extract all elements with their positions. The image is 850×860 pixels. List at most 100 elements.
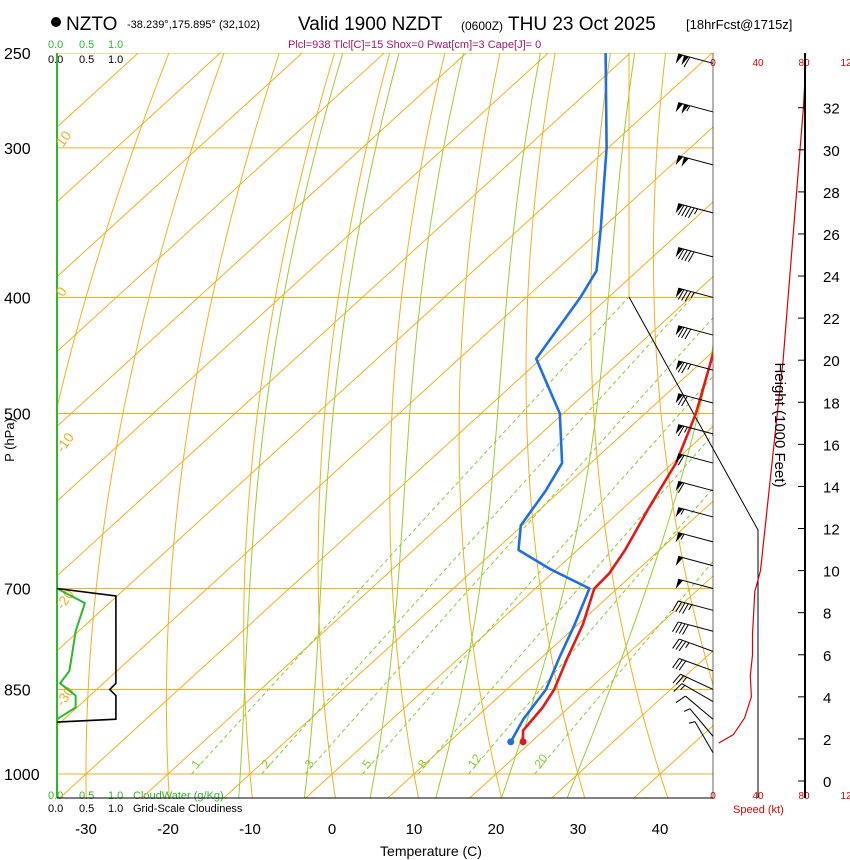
wind-barb-flag (675, 675, 684, 685)
dry-adiabat-line (317, 53, 391, 798)
cloudiness-tick: 0.5 (79, 803, 94, 815)
mixing-ratio-line (468, 487, 713, 775)
wind-barbs (672, 53, 807, 754)
wind-barb-pennant (681, 157, 689, 167)
cloud-axis-top: 0.0 0.5 1.0 0.0 0.5 1.0 (48, 39, 123, 66)
wind-barb-flag (681, 205, 688, 217)
wind-barb-half-flag (690, 292, 695, 299)
wind-barb-shaft (678, 555, 714, 567)
wind-barb-flag (677, 482, 685, 494)
wind-barb-flag (684, 328, 692, 340)
isotherm-line (57, 53, 221, 203)
wind-barb (672, 658, 714, 672)
wind-barb (675, 480, 714, 494)
wind-barb (675, 578, 714, 589)
wind-barb (675, 247, 714, 262)
wind-barb-pennant (681, 55, 689, 66)
temperature-tick-label: -20 (157, 821, 179, 838)
cloudiness-tick: 1.0 (108, 803, 123, 815)
plot-frame (56, 53, 759, 799)
wind-barb-shaft (678, 578, 714, 589)
wind-barb-shaft (678, 247, 714, 258)
sounding-params: Plcl=938 Tlcl[C]=15 Shox=0 Pwat[cm]=3 Ca… (288, 39, 541, 51)
wind-barb-half-flag (680, 684, 686, 691)
wind-barb-shaft (694, 721, 714, 754)
mixing-ratio-line (304, 317, 713, 775)
moist-adiabat-line (238, 53, 344, 798)
thermo-grid (57, 53, 713, 798)
pressure-tick-label: 500 (4, 407, 31, 424)
wind-barb-shaft (678, 600, 714, 611)
wind-barb-pennant (675, 393, 684, 404)
wind-barb-flag (681, 363, 688, 374)
wind-barb-half-flag (684, 708, 691, 712)
wind-barb-half-flag (694, 208, 698, 215)
wind-barb-pennant (675, 53, 684, 64)
isotherm-line (386, 500, 713, 798)
height-tick-label: 12 (823, 522, 840, 539)
wind-barb-shaft (681, 683, 714, 703)
wind-barb-pennant (675, 453, 684, 464)
isotherm-line (222, 350, 713, 798)
wind-barb (675, 155, 714, 167)
wind-barb-flag (681, 395, 688, 407)
cloudiness-tick: 0.0 (48, 54, 63, 66)
isotherm-line (632, 724, 713, 798)
height-tick-label: 2 (823, 732, 831, 749)
isotherm-line (57, 53, 549, 502)
wind-barb-flag (684, 250, 692, 262)
wind-barb-shaft (678, 532, 714, 543)
temperature-tick-label: 20 (488, 821, 505, 838)
wind-barb (675, 695, 714, 720)
grid-labels: 010-10-20-300102030123581220 (52, 127, 550, 770)
pressure-tick-label: 1000 (4, 767, 40, 784)
wind-barb-shaft (689, 708, 714, 737)
wind-barb-flag (677, 394, 685, 406)
wind-barb-pennant (675, 247, 684, 258)
temperature-tick-label: 0 (328, 821, 336, 838)
speed-tick: 12 (840, 791, 850, 802)
temperature-tick-label: 40 (652, 821, 669, 838)
wind-barb-half-flag (685, 642, 690, 649)
wind-barb (673, 683, 714, 703)
mixing-ratio-line (261, 297, 693, 775)
wind-barb-pennant (675, 481, 684, 492)
moist-adiabat-line (303, 53, 400, 798)
wind-barb-shaft (678, 480, 714, 492)
wind-barb-flag (675, 601, 683, 613)
wind-barb-half-flag (680, 508, 685, 515)
wind-barb-flag (678, 660, 687, 671)
speed-axis-bottom: 0 40 80 12 Speed (kt) (710, 791, 850, 816)
cloudiness-line (56, 587, 117, 723)
wind-barb-flag (677, 455, 685, 466)
isotherm-line (57, 53, 303, 278)
height-tick-label: 30 (823, 143, 840, 160)
moist-adiabat-line (369, 53, 465, 798)
moist-adiabat-line (500, 53, 636, 798)
wind-barb-shaft (685, 695, 714, 720)
dry-adiabat-line (653, 53, 713, 687)
speed-tick: 40 (752, 58, 764, 69)
cloud-water-tick: 0.5 (79, 39, 94, 51)
wind-barb-half-flag (686, 105, 691, 112)
wind-barb-flag (672, 621, 679, 633)
cloud-water-tick: 0.0 (48, 790, 63, 802)
wind-barb-flag (682, 603, 689, 614)
height-tick-label: 16 (823, 437, 840, 454)
cloud-water-label: CloudWater (g/Kg) (133, 790, 224, 802)
wind-barb-shaft (678, 287, 714, 298)
height-tick-label: 18 (823, 395, 840, 412)
moist-adiabat-line (566, 343, 713, 798)
wind-barb-pennant (675, 203, 684, 214)
temperature-tick-label: -10 (239, 821, 261, 838)
dry-adiabat-line (85, 53, 225, 798)
speed-axis-top: 0 40 80 12 (710, 58, 850, 69)
cloud-water-line (56, 587, 87, 721)
wind-barb-flag (678, 623, 686, 634)
isotherm-label: 10 (52, 127, 74, 149)
temperature-line (521, 349, 713, 742)
wind-barb (675, 53, 714, 68)
pressure-axis-label: P (hPa) (2, 418, 17, 462)
wind-barb-half-flag (682, 676, 688, 683)
cloudiness-tick: 0.0 (48, 803, 63, 815)
